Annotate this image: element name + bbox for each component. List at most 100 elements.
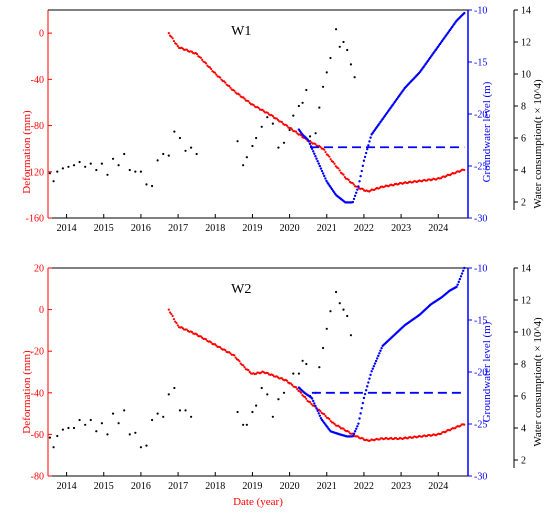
far-right-axis-label-w2: Water consumption(t × 10^4) bbox=[532, 317, 544, 447]
groundwater-point bbox=[314, 404, 317, 408]
water-consumption-point bbox=[139, 446, 143, 449]
deformation-point bbox=[303, 395, 307, 399]
groundwater-point bbox=[313, 402, 316, 405]
deformation-point bbox=[332, 160, 335, 164]
groundwater-point bbox=[367, 381, 370, 384]
water-consumption-point bbox=[78, 418, 81, 422]
left-tick-label: -20 bbox=[31, 347, 44, 358]
deformation-point bbox=[224, 81, 227, 84]
deformation-point bbox=[224, 349, 227, 352]
water-consumption-point bbox=[266, 393, 269, 396]
deformation-point bbox=[204, 62, 208, 65]
deformation-point bbox=[195, 333, 199, 336]
water-consumption-point bbox=[236, 140, 239, 143]
groundwater-point bbox=[351, 434, 355, 438]
deformation-point bbox=[319, 145, 322, 149]
deformation-point bbox=[229, 86, 232, 89]
water-consumption-point bbox=[128, 433, 131, 436]
water-consumption-point bbox=[145, 183, 148, 186]
deformation-point bbox=[271, 115, 274, 118]
water-consumption-point bbox=[334, 28, 338, 31]
water-consumption-point bbox=[150, 184, 154, 188]
groundwater-point bbox=[306, 138, 309, 141]
groundwater-point bbox=[375, 357, 379, 360]
deformation-point bbox=[314, 142, 317, 146]
x-tick-label: 2014 bbox=[57, 223, 77, 234]
right-tick-label: -10 bbox=[474, 6, 487, 17]
water-consumption-point bbox=[301, 359, 304, 362]
left-axis-label-w2: Deformation (mm) bbox=[21, 350, 33, 434]
water-consumption-point bbox=[321, 85, 325, 88]
water-consumption-point bbox=[167, 393, 170, 396]
water-consumption-point bbox=[349, 63, 353, 66]
deformation-point bbox=[171, 314, 174, 318]
groundwater-point bbox=[352, 197, 356, 201]
deformation-point bbox=[289, 382, 292, 385]
groundwater-point bbox=[308, 142, 312, 146]
groundwater-point bbox=[364, 151, 368, 155]
groundwater-point bbox=[314, 155, 317, 158]
left-tick-label: -40 bbox=[31, 75, 44, 86]
groundwater-point bbox=[356, 188, 359, 191]
water-consumption-point bbox=[100, 422, 103, 425]
groundwater-point bbox=[317, 162, 320, 165]
far-right-tick-label: 8 bbox=[521, 102, 526, 113]
water-consumption-point bbox=[255, 136, 258, 140]
x-tick-label: 2024 bbox=[428, 481, 448, 492]
groundwater-point bbox=[357, 422, 360, 425]
water-consumption-point bbox=[145, 444, 148, 447]
far-right-tick-label: 10 bbox=[521, 328, 531, 339]
left-tick-label: -80 bbox=[31, 121, 44, 132]
deformation-point bbox=[294, 130, 298, 133]
water-consumption-point bbox=[167, 154, 170, 157]
left-tick-label: -80 bbox=[31, 472, 44, 483]
deformation-point bbox=[208, 66, 212, 69]
groundwater-point bbox=[310, 147, 314, 151]
x-tick-label: 2018 bbox=[205, 481, 225, 492]
right-tick-label: -25 bbox=[474, 420, 487, 431]
panel-title: W1 bbox=[231, 24, 251, 39]
right-tick-label: -10 bbox=[474, 264, 487, 275]
left-axis-label-w1: Deformation (mm) bbox=[21, 110, 33, 194]
deformation-point bbox=[310, 402, 313, 406]
groundwater-point bbox=[317, 412, 320, 415]
left-tick-label: -160 bbox=[26, 214, 44, 225]
deformation-point bbox=[175, 43, 178, 46]
right-tick-label: -20 bbox=[474, 110, 487, 121]
deformation-point bbox=[324, 150, 327, 154]
x-tick-label: 2017 bbox=[168, 223, 188, 234]
groundwater-point bbox=[323, 174, 326, 178]
water-consumption-point bbox=[78, 160, 81, 164]
water-consumption-point bbox=[89, 418, 92, 422]
groundwater-point bbox=[355, 427, 358, 430]
deformation-point bbox=[440, 432, 443, 435]
deformation-point bbox=[242, 364, 245, 367]
groundwater-point bbox=[370, 370, 373, 373]
water-consumption-point bbox=[95, 430, 98, 433]
deformation-point bbox=[300, 391, 303, 394]
groundwater-point bbox=[357, 185, 360, 188]
far-right-tick-label: 6 bbox=[521, 392, 526, 403]
deformation-point bbox=[342, 173, 345, 176]
deformation-point bbox=[252, 103, 255, 107]
water-consumption-point bbox=[346, 48, 349, 52]
deformation-point bbox=[338, 169, 341, 172]
deformation-point bbox=[210, 67, 213, 71]
right-axis-label-w2: Groundwater level (m) bbox=[481, 321, 493, 422]
deformation-point bbox=[291, 128, 294, 131]
water-consumption-point bbox=[72, 426, 76, 430]
water-consumption-point bbox=[100, 162, 103, 165]
deformation-point bbox=[329, 158, 332, 161]
deformation-point bbox=[333, 162, 336, 165]
left-tick-label: -40 bbox=[31, 388, 44, 399]
groundwater-point bbox=[374, 359, 378, 363]
left-tick-label: -120 bbox=[26, 167, 44, 178]
far-right-tick-label: 4 bbox=[521, 166, 526, 177]
water-consumption-point bbox=[292, 114, 295, 117]
water-consumption-point bbox=[325, 71, 328, 74]
deformation-point bbox=[319, 410, 322, 413]
far-right-tick-label: 10 bbox=[521, 70, 531, 81]
water-consumption-point bbox=[139, 170, 143, 173]
deformation-point bbox=[285, 379, 289, 382]
